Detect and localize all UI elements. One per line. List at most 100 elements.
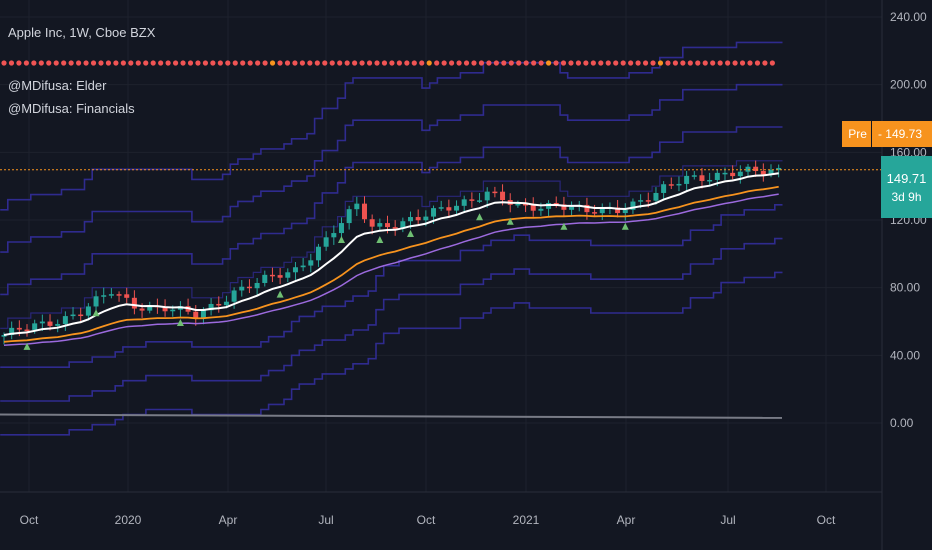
elder-dot xyxy=(732,60,738,66)
candle-down xyxy=(730,172,736,177)
candle-down xyxy=(530,204,536,211)
candle-up xyxy=(431,208,437,217)
elder-dot xyxy=(471,60,477,66)
elder-dot xyxy=(120,60,126,66)
elder-dot xyxy=(150,60,156,66)
time-tick-label: Oct xyxy=(20,513,39,527)
elder-dot xyxy=(493,60,499,66)
candle-up xyxy=(569,206,575,210)
candle-down xyxy=(523,203,529,206)
elder-dot xyxy=(352,60,358,66)
elder-dot xyxy=(374,60,380,66)
buy-signal-marker xyxy=(476,213,484,221)
elder-dot xyxy=(545,60,552,66)
candle-down xyxy=(116,294,122,296)
candle-up xyxy=(684,175,690,184)
elder-dot xyxy=(225,60,231,66)
candle-down xyxy=(615,207,621,214)
candle-down xyxy=(246,286,252,289)
elder-dot xyxy=(560,60,567,66)
price-tick-label: 80.00 xyxy=(890,281,920,295)
elder-dot xyxy=(486,60,492,66)
candle-up xyxy=(55,323,61,326)
lower-band-line xyxy=(0,237,783,402)
upper-band-line xyxy=(0,41,783,211)
candle-down xyxy=(584,204,590,213)
candle-up xyxy=(147,305,153,311)
elder-dot xyxy=(478,60,485,66)
bottom-baseline xyxy=(0,413,783,419)
indicator-financials-label[interactable]: @MDifusa: Financials xyxy=(8,101,135,116)
last-price-tag: 149.71 3d 9h xyxy=(881,156,932,218)
candle-down xyxy=(193,311,199,319)
elder-dot xyxy=(531,60,537,66)
candle-up xyxy=(661,184,667,193)
elder-dot xyxy=(46,60,52,66)
elder-dot xyxy=(172,60,179,66)
indicator-elder-label[interactable]: @MDifusa: Elder xyxy=(8,78,107,93)
elder-dot xyxy=(650,60,656,66)
elder-dot xyxy=(255,60,261,66)
elder-dot xyxy=(61,60,67,66)
elder-dot xyxy=(269,60,276,66)
elder-dot xyxy=(76,60,82,66)
elder-dot xyxy=(329,60,335,66)
candle-up xyxy=(515,203,521,206)
bar-countdown: 3d 9h xyxy=(891,189,922,204)
elder-dot xyxy=(314,60,320,66)
candle-up xyxy=(308,260,314,266)
elder-dot xyxy=(359,60,365,66)
candle-down xyxy=(277,275,283,278)
pre-price: 149.73 xyxy=(885,127,922,141)
lower-band-line xyxy=(0,271,783,436)
elder-dot xyxy=(299,60,305,66)
elder-dot xyxy=(411,60,417,66)
elder-dot xyxy=(635,60,641,66)
candle-up xyxy=(538,208,544,211)
candle-up xyxy=(484,191,490,201)
candle-down xyxy=(645,200,651,202)
elder-dot xyxy=(516,60,522,66)
candle-up xyxy=(231,290,237,302)
candle-up xyxy=(691,175,697,177)
candle-down xyxy=(216,303,222,306)
buy-signal-marker xyxy=(337,235,345,243)
elder-dot xyxy=(113,60,119,66)
candle-up xyxy=(423,216,429,221)
price-tick-label: 0.00 xyxy=(890,416,914,430)
ema-slow-purple xyxy=(3,193,779,346)
upper-band-line xyxy=(0,126,783,296)
elder-dot xyxy=(642,60,649,66)
candle-down xyxy=(16,327,22,330)
symbol-title[interactable]: Apple Inc, 1W, Cboe BZX xyxy=(8,25,156,40)
elder-dot xyxy=(404,60,410,66)
elder-dot xyxy=(583,60,589,66)
candle-up xyxy=(70,314,76,317)
candle-up xyxy=(208,303,214,311)
candle-down xyxy=(561,204,567,210)
elder-dot xyxy=(657,60,664,66)
candle-down xyxy=(500,191,506,201)
elder-dot xyxy=(754,60,761,66)
candle-up xyxy=(768,169,774,175)
candle-up xyxy=(408,217,414,222)
elder-dot xyxy=(1,60,7,66)
buy-signal-marker xyxy=(506,217,514,225)
elder-dot xyxy=(628,60,634,66)
elder-dot xyxy=(337,60,343,66)
candle-up xyxy=(714,172,720,180)
elder-dot xyxy=(680,60,686,66)
elder-dot xyxy=(83,60,89,66)
candle-down xyxy=(699,175,705,181)
elder-dot xyxy=(463,60,470,66)
candle-up xyxy=(676,183,682,186)
elder-dot xyxy=(23,60,29,66)
time-tick-label: Jul xyxy=(720,513,735,527)
elder-dot xyxy=(240,60,246,66)
candle-up xyxy=(262,274,268,283)
candle-down xyxy=(47,321,53,326)
elder-dot xyxy=(523,60,529,66)
candle-up xyxy=(354,203,360,210)
